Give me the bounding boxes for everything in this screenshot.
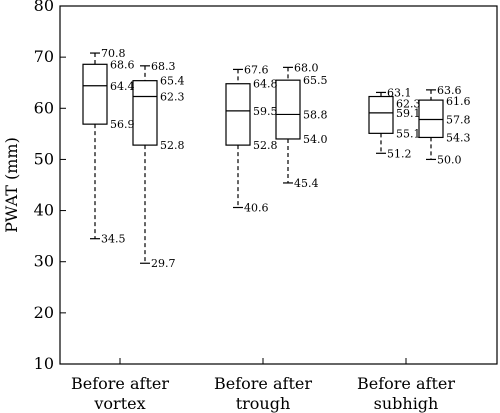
max-value-label: 63.6 <box>437 84 462 97</box>
median-value-label: 58.8 <box>303 108 328 121</box>
category-label-line: subhigh <box>374 394 439 413</box>
q3-value-label: 65.4 <box>160 75 185 88</box>
min-value-label: 45.4 <box>294 177 319 190</box>
y-tick-label: 20 <box>34 303 54 322</box>
median-value-label: 59.5 <box>253 105 278 118</box>
max-value-label: 67.6 <box>244 63 269 76</box>
category-labels: 70.868.6 64.4 56.9 34.5 68.3 65.4 62.3 52.8 29.7… <box>71 47 471 413</box>
q1-value-label: 56.9 <box>110 118 135 131</box>
category-label-line: trough <box>236 394 291 413</box>
iqr-box <box>82 63 108 125</box>
min-value-label: 40.6 <box>244 202 269 215</box>
plot-frame <box>59 5 498 365</box>
q3-value-label: 62.3 <box>396 97 421 110</box>
y-tick-label: 60 <box>34 98 54 117</box>
max-value-label: 63.1 <box>387 86 412 99</box>
min-value-label: 50.0 <box>437 153 462 166</box>
q1-value-label: 52.8 <box>160 139 185 152</box>
category-label-line: vortex <box>93 394 145 413</box>
y-tick-label: 70 <box>34 47 54 66</box>
iqr-box <box>225 83 251 146</box>
iqr-box <box>368 95 394 134</box>
iqr-box <box>418 99 444 139</box>
category-label-line: Before after <box>357 374 455 393</box>
median-value-label: 57.8 <box>446 114 471 127</box>
category-label-line: Before after <box>214 374 312 393</box>
q3-value-label: 61.6 <box>446 95 471 108</box>
min-value-label: 51.2 <box>387 147 412 160</box>
median-value-label: 59.1 <box>396 107 421 120</box>
max-value-label: 68.0 <box>294 61 319 74</box>
q1-value-label: 54.3 <box>446 131 471 144</box>
y-tick-label: 80 <box>34 0 54 15</box>
min-value-label: 29.7 <box>151 257 176 270</box>
min-value-label: 34.5 <box>101 233 126 246</box>
median-value-label: 64.4 <box>110 80 135 93</box>
y-tick-label: 10 <box>34 354 54 373</box>
max-value-label: 70.8 <box>101 47 126 60</box>
q1-value-label: 52.8 <box>253 139 278 152</box>
q3-value-label: 64.8 <box>253 78 278 91</box>
y-tick-label: 30 <box>34 252 54 271</box>
median-value-label: 62.3 <box>160 91 185 104</box>
q3-value-label: 65.5 <box>303 74 328 87</box>
y-tick-label: 40 <box>34 201 54 220</box>
iqr-box <box>132 80 158 146</box>
q3-value-label: 68.6 <box>110 58 135 71</box>
q1-value-label: 54.0 <box>303 133 328 146</box>
y-axis-title: PWAT (mm) <box>2 137 21 233</box>
y-tick-label: 50 <box>34 149 54 168</box>
axes: 10 20 30 40 50 60 70 80 <box>34 0 498 373</box>
category-label-line: Before after <box>71 374 169 393</box>
q1-value-label: 55.1 <box>396 127 421 140</box>
max-value-label: 68.3 <box>151 60 176 73</box>
iqr-box <box>275 79 301 140</box>
box-series <box>82 52 444 264</box>
